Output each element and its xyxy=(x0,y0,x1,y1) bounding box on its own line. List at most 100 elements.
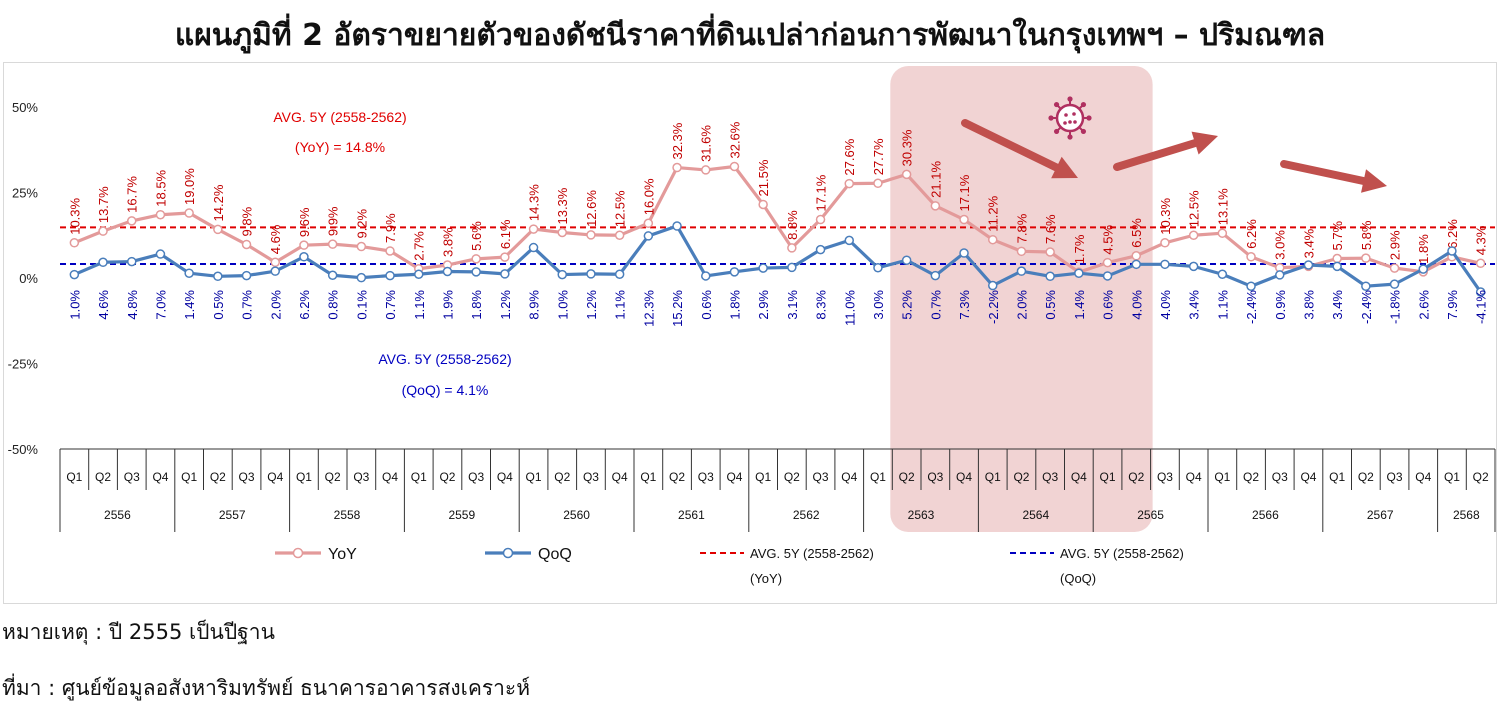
qoq-data-label: 7.0% xyxy=(153,290,168,320)
quarter-tick-label: Q1 xyxy=(296,470,312,484)
yoy-point xyxy=(155,209,166,220)
year-tick-label: 2557 xyxy=(219,508,246,522)
yoy-point xyxy=(787,243,797,253)
yoy-data-label: 16.7% xyxy=(125,176,140,213)
avg-qoq-annotation-title: AVG. 5Y (2558-2562) xyxy=(378,351,511,367)
yoy-point xyxy=(988,234,998,245)
legend-avg-yoy-sublabel: (YoY) xyxy=(750,571,782,586)
qoq-point xyxy=(500,269,510,279)
qoq-point xyxy=(356,272,367,283)
qoq-data-label: 0.6% xyxy=(1101,290,1116,320)
quarter-tick-label: Q1 xyxy=(985,470,1001,484)
qoq-point xyxy=(1045,271,1055,282)
qoq-series-line xyxy=(73,224,1482,293)
quarter-tick-label: Q2 xyxy=(1128,470,1144,484)
qoq-data-label: 1.2% xyxy=(584,290,599,320)
qoq-point xyxy=(586,269,596,279)
qoq-data-label: 1.2% xyxy=(498,290,513,320)
quarter-tick-label: Q2 xyxy=(1013,470,1029,484)
qoq-point xyxy=(901,255,912,265)
yoy-data-label: 4.3% xyxy=(1474,225,1489,255)
quarter-tick-label: Q3 xyxy=(813,470,829,484)
yoy-data-label: 21.5% xyxy=(756,159,771,196)
yoy-series-line xyxy=(73,164,1482,274)
virus-spike-tip xyxy=(1067,96,1073,102)
year-tick-label: 2558 xyxy=(334,508,361,522)
quarter-tick-label: Q4 xyxy=(267,470,283,484)
qoq-data-label: 2.0% xyxy=(1014,290,1029,320)
qoq-data-label: 0.9% xyxy=(1273,290,1288,320)
quarter-tick-label: Q1 xyxy=(1214,470,1230,484)
avg-yoy-annotation-value: (YoY) = 14.8% xyxy=(295,139,385,155)
yoy-data-label: 30.3% xyxy=(900,129,915,166)
virus-spike-tip xyxy=(1086,115,1092,121)
quarter-tick-label: Q1 xyxy=(1100,470,1116,484)
yoy-point xyxy=(643,218,654,229)
yoy-point xyxy=(557,227,567,238)
quarter-tick-label: Q1 xyxy=(870,470,886,484)
qoq-data-label: 0.5% xyxy=(1043,290,1058,320)
trend-arrow-down-head xyxy=(1051,156,1078,179)
year-tick-label: 2561 xyxy=(678,508,705,522)
yoy-data-label: 6.2% xyxy=(1445,219,1460,249)
yoy-point xyxy=(528,224,539,234)
qoq-point xyxy=(414,269,424,279)
qoq-point xyxy=(241,270,252,281)
yoy-data-label: 14.3% xyxy=(527,184,542,221)
qoq-point xyxy=(1447,246,1457,256)
qoq-point xyxy=(1102,271,1113,281)
qoq-data-label: 7.3% xyxy=(957,290,972,320)
quarter-tick-label: Q4 xyxy=(382,470,398,484)
qoq-data-label: 0.7% xyxy=(240,290,255,320)
chart-frame xyxy=(3,62,1497,604)
yoy-data-label: 19.0% xyxy=(182,168,197,205)
virus-spike-tip xyxy=(1080,128,1087,135)
qoq-data-label: 1.0% xyxy=(555,290,570,320)
qoq-point xyxy=(1131,259,1141,270)
yoy-data-label: 6.1% xyxy=(498,219,513,249)
qoq-data-label: 11.0% xyxy=(842,290,857,326)
legend-qoq-marker xyxy=(502,547,514,559)
yoy-data-label: 18.5% xyxy=(153,169,168,206)
yoy-data-label: 10.3% xyxy=(1158,197,1173,234)
quarter-tick-label: Q1 xyxy=(411,470,427,484)
year-tick-label: 2562 xyxy=(793,508,820,522)
qoq-point xyxy=(557,269,567,280)
quarter-tick-label: Q1 xyxy=(755,470,771,484)
qoq-point xyxy=(844,235,854,246)
qoq-point xyxy=(643,231,654,241)
yoy-data-label: 11.2% xyxy=(986,195,1001,231)
yoy-point xyxy=(299,240,309,250)
yoy-data-label: 17.1% xyxy=(957,174,972,211)
qoq-point xyxy=(701,271,711,281)
year-tick-label: 2559 xyxy=(448,508,475,522)
quarter-tick-label: Q3 xyxy=(239,470,255,484)
yoy-point xyxy=(213,224,223,235)
quarter-tick-label: Q4 xyxy=(726,470,742,484)
yoy-data-label: 5.6% xyxy=(469,221,484,251)
legend-yoy-label: YoY xyxy=(328,546,357,563)
virus-dot xyxy=(1072,112,1076,116)
yoy-point xyxy=(672,162,682,173)
qoq-point xyxy=(98,257,108,268)
virus-dot xyxy=(1064,113,1068,117)
qoq-data-label: -4.1% xyxy=(1474,290,1489,324)
quarter-tick-label: Q4 xyxy=(1415,470,1431,484)
yoy-data-label: 5.7% xyxy=(1330,220,1345,250)
yoy-data-label: 5.8% xyxy=(1359,220,1374,250)
quarter-tick-label: Q2 xyxy=(210,470,226,484)
qoq-data-label: 0.7% xyxy=(383,290,398,320)
yoy-point xyxy=(930,201,941,211)
legend-yoy-marker xyxy=(292,547,304,559)
quarter-tick-label: Q3 xyxy=(583,470,599,484)
quarter-tick-label: Q2 xyxy=(784,470,800,484)
yoy-point xyxy=(729,161,740,172)
quarter-tick-label: Q2 xyxy=(1473,470,1489,484)
qoq-point xyxy=(1361,281,1371,291)
qoq-data-label: 0.7% xyxy=(928,290,943,320)
quarter-tick-label: Q2 xyxy=(669,470,685,484)
yoy-data-label: 7.6% xyxy=(1043,214,1058,244)
quarter-tick-label: Q3 xyxy=(698,470,714,484)
quarter-tick-label: Q3 xyxy=(1272,470,1288,484)
qoq-point xyxy=(442,266,453,277)
